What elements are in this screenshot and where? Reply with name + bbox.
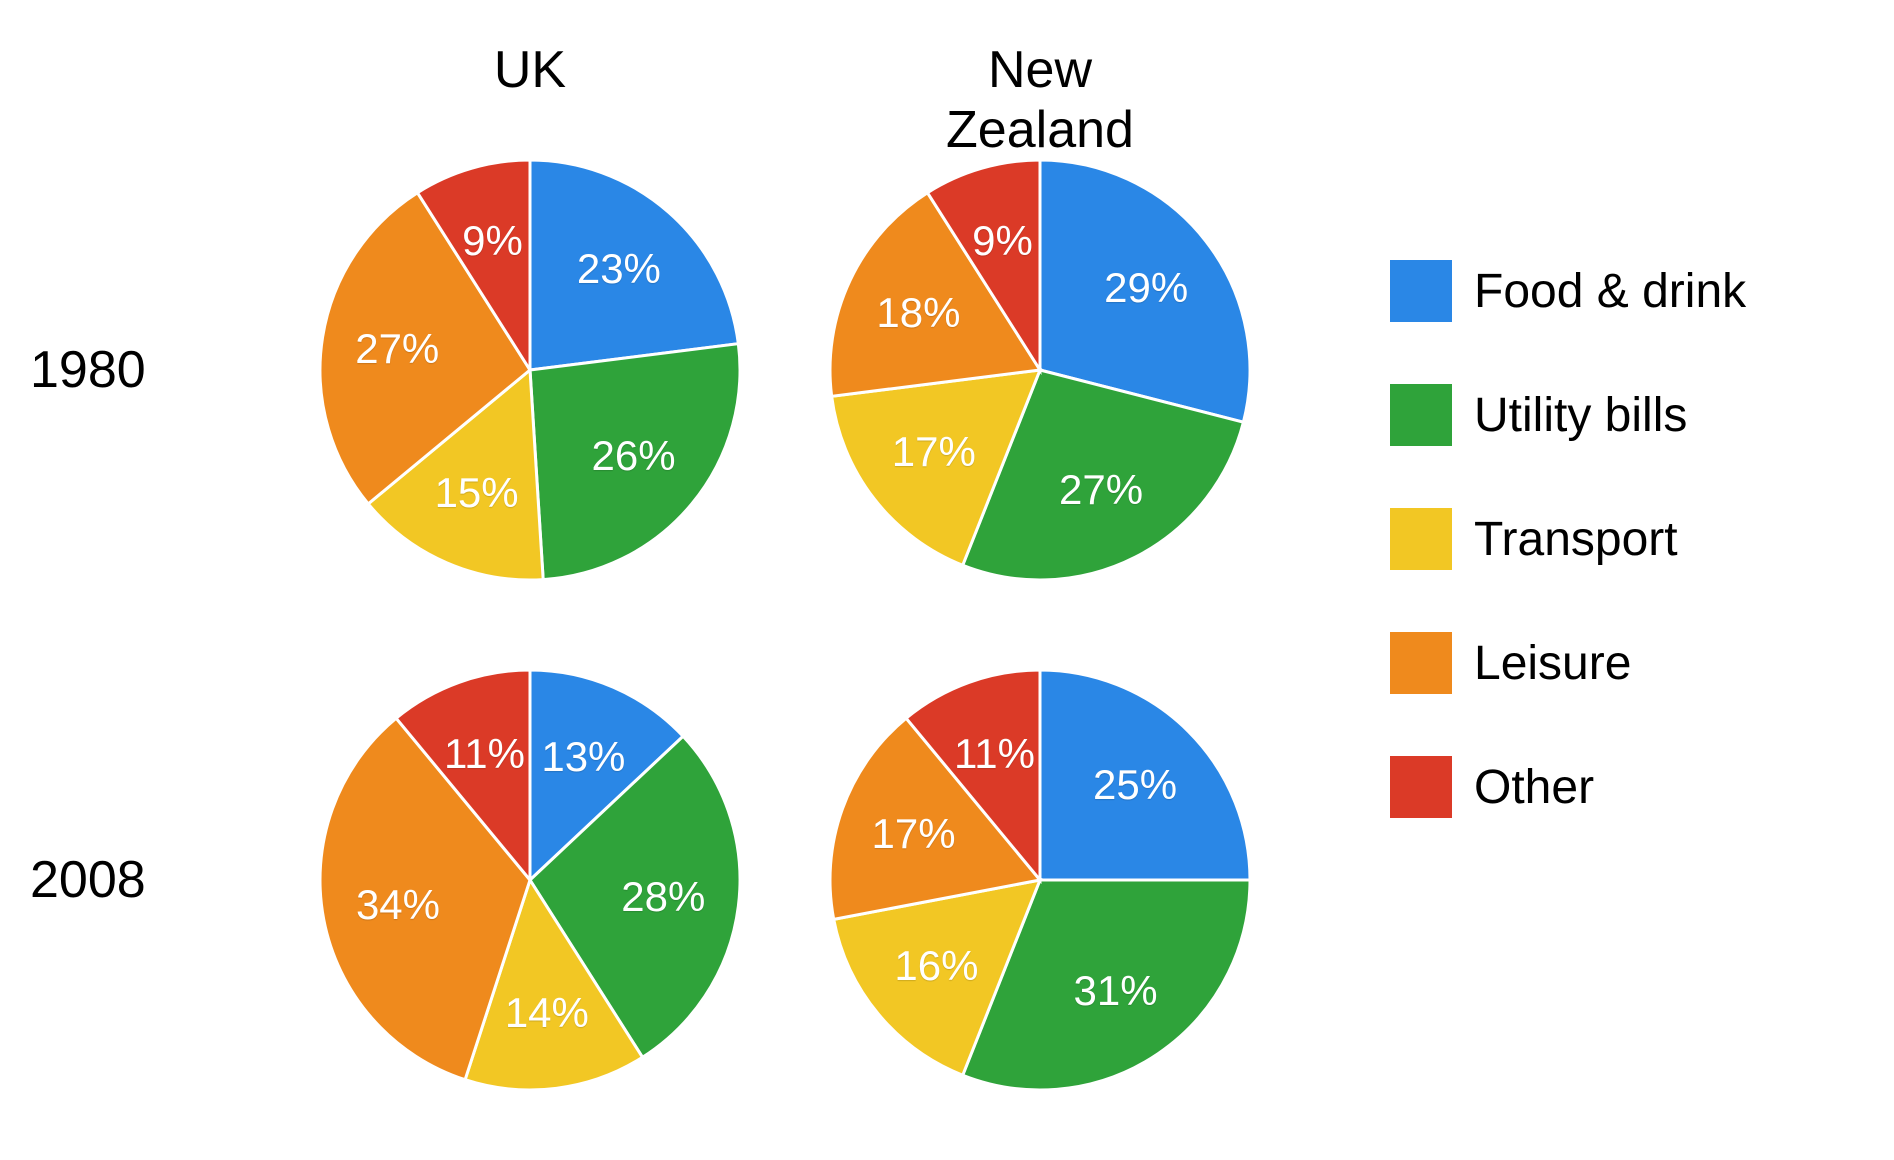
row-header-1980: 1980 xyxy=(30,340,146,400)
column-header-uk: UK xyxy=(494,40,566,100)
legend-swatch-2 xyxy=(1390,508,1452,570)
pie-nz-1980: 29% 27% 17% 18%9% xyxy=(830,160,1250,580)
legend-swatch-3 xyxy=(1390,632,1452,694)
column-header-nz: New Zealand xyxy=(946,40,1134,160)
pie-svg xyxy=(830,160,1250,580)
pie-slice-label-2: 14% xyxy=(505,989,589,1037)
legend-swatch-4 xyxy=(1390,756,1452,818)
legend-label-4: Other xyxy=(1474,760,1594,815)
legend-item-1: Utility bills xyxy=(1390,384,1746,446)
pie-slice-label-4: 11% xyxy=(444,730,525,778)
pie-slice-label-1: 31% xyxy=(1074,967,1158,1015)
pie-slice-label-4: 9% xyxy=(972,217,1033,265)
legend-label-0: Food & drink xyxy=(1474,264,1746,319)
pie-uk-1980: 23% 26% 15% 27% 9% xyxy=(320,160,740,580)
legend-swatch-1 xyxy=(1390,384,1452,446)
legend-label-1: Utility bills xyxy=(1474,388,1687,443)
pie-nz-2008: 25% 31% 16% 17% 11% xyxy=(830,670,1250,1090)
legend-swatch-0 xyxy=(1390,260,1452,322)
pie-slice-label-3: 18% xyxy=(876,289,960,337)
pie-slice-label-1: 26% xyxy=(592,432,676,480)
legend-item-3: Leisure xyxy=(1390,632,1746,694)
pie-uk-2008: 13% 28% 14% 34% 11% xyxy=(320,670,740,1090)
pie-slice-label-0: 13% xyxy=(541,733,625,781)
legend-label-2: Transport xyxy=(1474,512,1678,567)
legend-label-3: Leisure xyxy=(1474,636,1631,691)
row-header-2008: 2008 xyxy=(30,850,146,910)
pie-slice-label-3: 17% xyxy=(872,810,956,858)
pie-slice-label-2: 16% xyxy=(894,942,978,990)
pie-slice-label-4: 11% xyxy=(954,730,1035,778)
pie-svg xyxy=(830,670,1250,1090)
legend: Food & drink Utility bills Transport Leisur… xyxy=(1390,260,1746,880)
pie-slice-label-4: 9% xyxy=(462,217,523,265)
pie-slice-label-3: 27% xyxy=(355,325,439,373)
legend-item-4: Other xyxy=(1390,756,1746,818)
pie-slice-label-2: 15% xyxy=(435,469,519,517)
pie-slice-label-1: 27% xyxy=(1059,466,1143,514)
legend-item-2: Transport xyxy=(1390,508,1746,570)
pie-slice-label-0: 23% xyxy=(577,245,661,293)
pie-slice-label-1: 28% xyxy=(621,873,705,921)
pie-slice-label-0: 29% xyxy=(1104,264,1188,312)
pie-slice-label-0: 25% xyxy=(1093,761,1177,809)
pie-slice-label-3: 34% xyxy=(356,881,440,929)
pie-slice-label-2: 17% xyxy=(892,428,976,476)
legend-item-0: Food & drink xyxy=(1390,260,1746,322)
